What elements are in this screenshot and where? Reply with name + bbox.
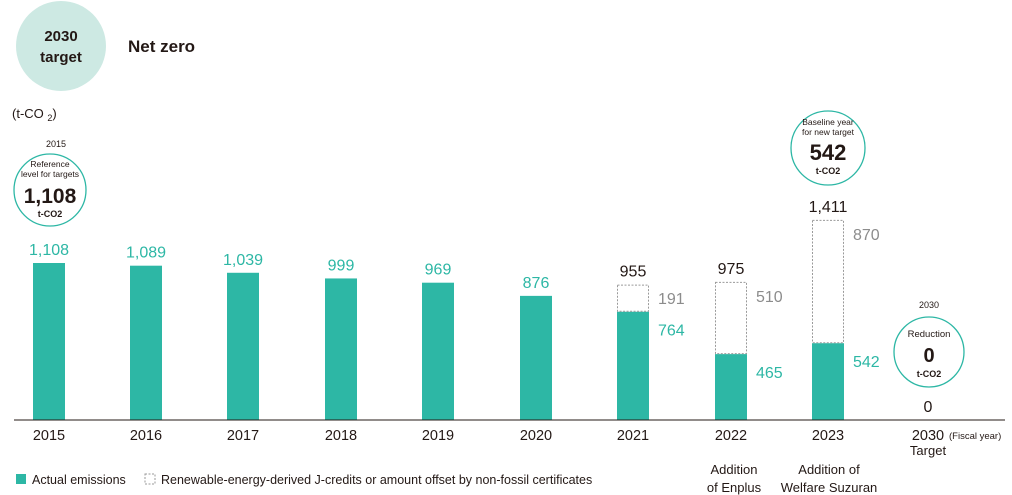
label-actual-2022: 465 xyxy=(756,365,783,382)
bar-offset-2022 xyxy=(715,281,747,355)
bar-actual-2022 xyxy=(715,354,747,420)
fiscal-year-note: (Fiscal year) xyxy=(949,431,1001,442)
baseline-value: 542 xyxy=(810,140,847,165)
goal-title: Net zero xyxy=(128,37,195,56)
baseline-line1: Baseline year xyxy=(802,117,854,127)
note-2022-line1: Addition xyxy=(711,462,758,477)
reference-value: 1,108 xyxy=(24,185,77,208)
bar-actual-2021 xyxy=(617,311,649,420)
reference-unit: t-CO2 xyxy=(38,209,63,219)
legend-label-offset: Renewable-energy-derived J-credits or am… xyxy=(161,473,592,487)
target-unit: t-CO2 xyxy=(917,369,942,379)
badge-label: target xyxy=(40,49,82,66)
x-tick-2019: 2019 xyxy=(422,428,454,444)
label-offset-2021: 191 xyxy=(658,291,685,308)
label-offset-2023: 870 xyxy=(853,227,880,244)
bar-actual-2017 xyxy=(227,272,259,420)
reference-line2: level for targets xyxy=(21,169,79,179)
target-callout: 2030 Reduction 0 t-CO2 xyxy=(893,300,965,388)
target-value: 0 xyxy=(923,345,934,367)
target-badge: 2030 target xyxy=(16,1,106,91)
target-axis-label: Target xyxy=(910,443,947,458)
label-actual-2023: 542 xyxy=(853,354,880,371)
baseline-callout: Baseline year for new target 542 t-CO2 xyxy=(790,110,866,186)
label-actual-2016: 1,089 xyxy=(126,245,166,262)
target-line1: Reduction xyxy=(908,329,951,340)
bar-offset-2023 xyxy=(812,219,844,344)
legend-swatch-actual xyxy=(16,474,26,484)
reference-line1: Reference xyxy=(30,159,69,169)
label-actual-2021: 764 xyxy=(658,323,685,340)
x-axis-ticks: 2015 2016 2017 2018 2019 2020 2021 2022 2023 2030 xyxy=(33,428,944,444)
label-total-2021: 955 xyxy=(620,264,647,281)
legend-label-actual: Actual emissions xyxy=(32,473,126,487)
x-tick-2015: 2015 xyxy=(33,428,65,444)
y-unit-text: (t-CO xyxy=(12,106,44,121)
x-tick-2018: 2018 xyxy=(325,428,357,444)
x-tick-2017: 2017 xyxy=(227,428,259,444)
labels-layer: 1,108 1,089 1,039 999 969 876 955 764 191 975 465 5… xyxy=(29,199,933,416)
label-actual-2019: 969 xyxy=(425,262,452,279)
y-unit-suffix: ) xyxy=(52,106,56,121)
note-2023-line2: Welfare Suzuran xyxy=(781,480,878,495)
note-2022-line2: of Enplus xyxy=(707,480,762,495)
label-offset-2022: 510 xyxy=(756,289,783,306)
bar-actual-2018 xyxy=(325,278,357,420)
bar-actual-2019 xyxy=(422,282,454,420)
y-unit-label: (t-CO 2) xyxy=(12,106,57,123)
label-total-2022: 975 xyxy=(718,261,745,278)
note-2023-line1: Addition of xyxy=(798,462,860,477)
x-tick-2030: 2030 xyxy=(912,428,944,444)
label-actual-2020: 876 xyxy=(523,275,550,292)
label-actual-2017: 1,039 xyxy=(223,252,263,269)
bar-actual-2023 xyxy=(812,343,844,420)
baseline-line2: for new target xyxy=(802,127,855,137)
legend: Actual emissions Renewable-energy-derive… xyxy=(16,473,592,487)
x-tick-2020: 2020 xyxy=(520,428,552,444)
x-tick-2023: 2023 xyxy=(812,428,844,444)
bar-actual-2020 xyxy=(520,295,552,420)
reference-callout: 2015 Reference level for targets 1,108 t… xyxy=(13,139,87,227)
reference-year: 2015 xyxy=(46,139,66,149)
label-total-2023: 1,411 xyxy=(809,199,848,216)
label-actual-2030: 0 xyxy=(924,399,933,416)
baseline-unit: t-CO2 xyxy=(816,166,841,176)
x-tick-2022: 2022 xyxy=(715,428,747,444)
bar-actual-2016 xyxy=(130,265,162,420)
y-unit-subscript: 2 xyxy=(47,113,52,123)
legend-swatch-offset xyxy=(144,473,156,485)
bars-layer xyxy=(33,219,844,420)
x-tick-2021: 2021 xyxy=(617,428,649,444)
label-actual-2018: 999 xyxy=(328,257,355,274)
target-year: 2030 xyxy=(919,300,939,310)
x-tick-2016: 2016 xyxy=(130,428,162,444)
bar-offset-2021 xyxy=(617,284,649,312)
badge-year: 2030 xyxy=(44,28,77,45)
label-actual-2015: 1,108 xyxy=(29,242,69,259)
bar-actual-2015 xyxy=(33,263,65,420)
